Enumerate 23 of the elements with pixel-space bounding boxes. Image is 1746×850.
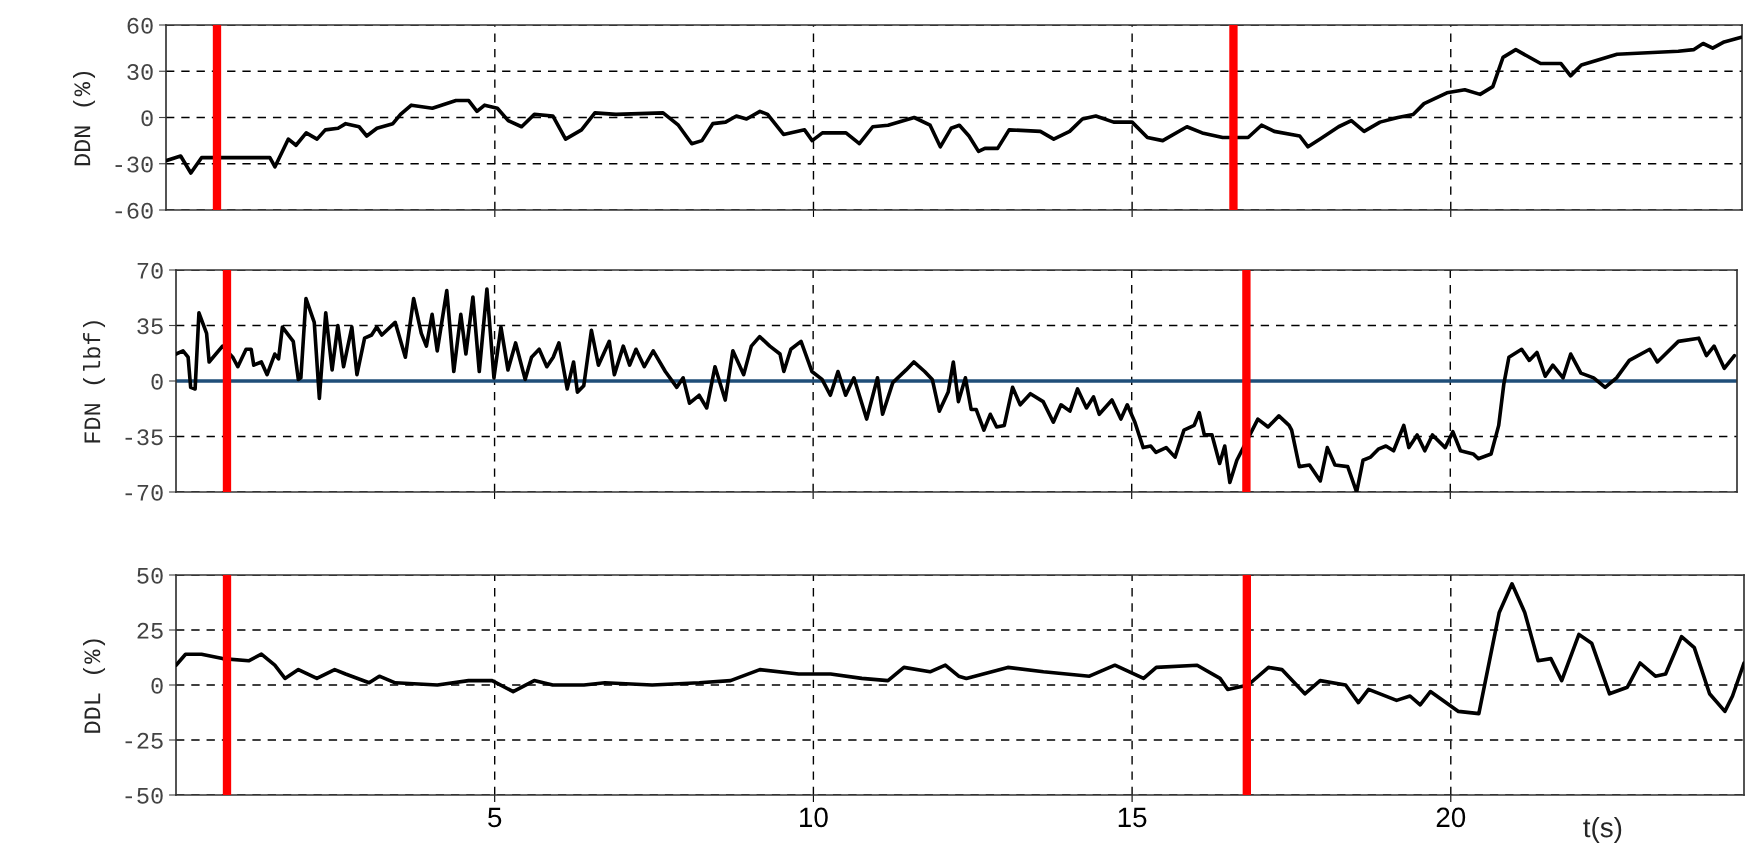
y-tick-label: -35 [125, 429, 163, 446]
y-tick-label: 30 [127, 64, 153, 81]
x-tick-label: 20 [1436, 807, 1466, 828]
y-tick-label: 50 [137, 567, 163, 584]
y-tick-label: 0 [151, 677, 163, 694]
y-axis-title: DDL (%) [83, 639, 106, 733]
y-tick-label: -25 [125, 732, 163, 749]
y-tick-label: 0 [141, 110, 153, 127]
y-tick-label: 25 [137, 622, 163, 639]
y-tick-label: -60 [115, 202, 153, 219]
y-tick-label: -50 [125, 787, 163, 804]
y-tick-label: -70 [125, 484, 163, 501]
x-tick-label: 15 [1118, 807, 1147, 828]
y-tick-label: 70 [137, 262, 163, 279]
y-axis-title: FDN (lbf) [83, 321, 106, 443]
x-axis-title: t(s) [1583, 817, 1622, 843]
y-tick-label: 60 [127, 17, 153, 34]
y-axis-title: DDN (%) [73, 71, 96, 166]
x-tick-label: 10 [800, 807, 828, 828]
y-tick-label: 0 [151, 373, 163, 390]
y-tick-label: -30 [115, 156, 153, 173]
x-tick-label: 5 [488, 807, 502, 828]
y-tick-label: 35 [137, 318, 163, 335]
